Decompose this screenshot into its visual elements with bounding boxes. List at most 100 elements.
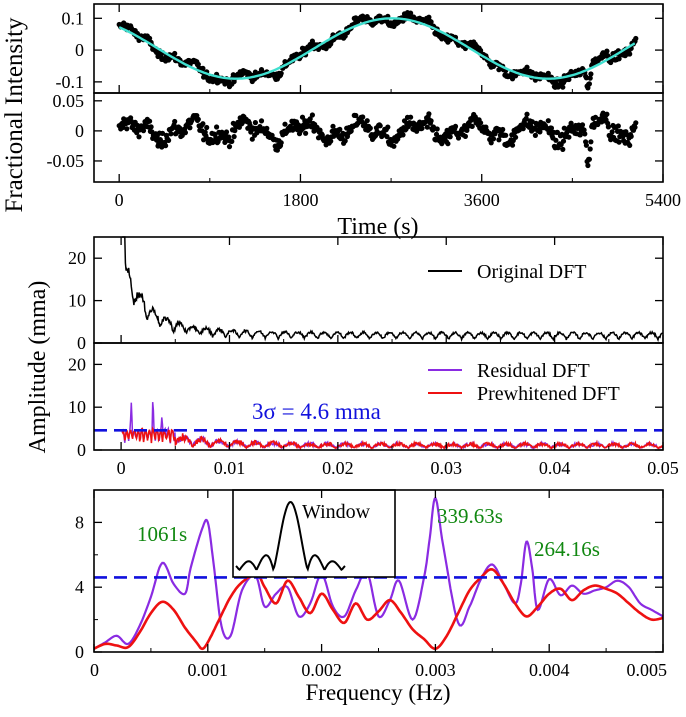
lc-residual-point [545, 118, 551, 124]
lc-residual-point [490, 136, 497, 142]
zoom-ticks: 0 0.001 0.002 0.003 0.004 0.005 0 4 8 [75, 490, 667, 680]
lc-residual-point [587, 146, 593, 152]
lc-x-tick-label: 5400 [645, 190, 681, 210]
lc-residual-point [136, 134, 142, 140]
zoom-y-tick-label: 4 [75, 577, 84, 597]
period-label-264s: 264.16s [534, 537, 600, 561]
lc-residual-point [509, 142, 516, 148]
lc-residual-point [478, 120, 484, 126]
lc-residual-point [147, 118, 153, 124]
lc-res-y-tick-label: 0 [75, 121, 84, 141]
lc-raw-point [560, 84, 566, 90]
lc-residual-point [585, 162, 591, 169]
lc-residual-point [579, 122, 586, 128]
lightcurve-residual-points [116, 110, 639, 169]
lc-residual-point [582, 131, 588, 137]
dft-prewhitened-legend: Residual DFT Prewhitened DFT [428, 360, 620, 405]
dft-orig-y-tick-label: 20 [68, 248, 86, 268]
lc-residual-point [385, 124, 391, 130]
lc-residual-point [496, 137, 502, 143]
lc-raw-point [627, 51, 633, 57]
lc-raw-y-tick-label: -0.1 [56, 72, 85, 92]
period-label-339s: 339.63s [437, 504, 503, 528]
lc-residual-point [588, 139, 594, 145]
lc-residual-point [309, 112, 315, 118]
lc-residual-point [307, 116, 313, 122]
lc-residual-point [319, 132, 325, 138]
lc-residual-point [360, 114, 366, 120]
dft-pw-y-tick-label: 10 [68, 397, 86, 417]
lc-residual-point [537, 129, 543, 135]
lc-residual-point [513, 134, 519, 140]
zoom-chart: Window 1061s 339.63s 264.16s 0 0.001 0.002… [75, 489, 667, 705]
dft-pw-y-tick-label: 20 [68, 354, 86, 374]
zoom-prewhitened-line [93, 567, 664, 651]
lightcurve-residual-panel-frame [93, 92, 664, 183]
lc-residual-point [616, 139, 622, 145]
lc-residual-point [159, 130, 166, 136]
lc-residual-point [377, 123, 383, 129]
dft-prewhitened-lines [121, 402, 664, 451]
lc-raw-point [200, 65, 206, 71]
lc-residual-point [223, 129, 230, 135]
dft-x-tick-label: 0.04 [539, 458, 571, 478]
lc-residual-point [226, 134, 232, 140]
lc-residual-point [342, 138, 348, 144]
lc-residual-point [163, 143, 169, 149]
lc-residual-point [232, 128, 238, 134]
lc-raw-point [545, 70, 551, 76]
dft-prewhitened-curve [121, 426, 664, 451]
zoom-x-tick-label: 0.003 [415, 660, 456, 680]
lc-raw-y-tick-label: 0 [75, 40, 84, 60]
lc-residual-point [195, 116, 201, 122]
lc-raw-point [604, 48, 610, 54]
lc-residual-point [204, 124, 210, 131]
dft-pw-y-tick-label: 0 [77, 440, 86, 460]
lc-residual-point [560, 146, 566, 152]
lc-residual-point [586, 156, 593, 162]
dft-original-curve [122, 236, 663, 343]
lc-residual-point [328, 138, 334, 144]
lc-res-y-tick-label: -0.05 [47, 151, 85, 171]
lc-raw-point [586, 81, 593, 87]
lc-residual-point [488, 140, 494, 146]
zoom-x-tick-label: 0.001 [188, 660, 229, 680]
lc-fit-curve [118, 17, 636, 80]
legend-residual-label: Residual DFT [477, 360, 590, 382]
lc-residual-point [434, 126, 440, 132]
lc-raw-point [583, 75, 590, 81]
lc-residual-point [439, 141, 445, 147]
lc-residual-point [469, 123, 475, 129]
lightcurve-ticks: 0 1800 3600 5400 0.1 0 -0.10.05 0 -0.05 [47, 4, 681, 210]
dft-orig-y-tick-label: 10 [68, 291, 86, 311]
lc-residual-point [408, 114, 414, 120]
dft-prewhitened-panel-frame [93, 342, 664, 451]
zoom-x-tick-label: 0.004 [529, 660, 570, 680]
lightcurve-x-label: Time (s) [337, 214, 418, 240]
lc-residual-point [330, 123, 336, 129]
zoom-x-tick-label: 0.005 [627, 660, 668, 680]
lc-raw-point [172, 50, 178, 57]
lc-residual-point [348, 128, 354, 134]
lc-residual-point [400, 132, 406, 138]
dft-threshold-label: 3σ = 4.6 mma [252, 399, 381, 424]
period-label-1061s: 1061s [137, 522, 187, 546]
lc-residual-point [532, 132, 539, 138]
dft-y-label: Amplitude (mma) [25, 281, 51, 454]
lc-x-tick-label: 1800 [282, 190, 318, 210]
lc-residual-point [257, 124, 263, 130]
lc-residual-point [424, 124, 430, 130]
lc-residual-point [168, 131, 174, 137]
lc-residual-point [367, 125, 373, 131]
lc-residual-point [445, 141, 451, 147]
lc-residual-point [252, 120, 258, 126]
window-function-curve [235, 500, 346, 572]
lc-residual-point [124, 126, 130, 132]
lc-residual-point [633, 120, 639, 126]
lc-raw-point [147, 35, 153, 41]
dft-original-line [122, 236, 663, 343]
lc-x-tick-label: 0 [115, 190, 124, 210]
lc-x-tick-label: 3600 [464, 190, 500, 210]
lc-residual-point [337, 126, 343, 132]
